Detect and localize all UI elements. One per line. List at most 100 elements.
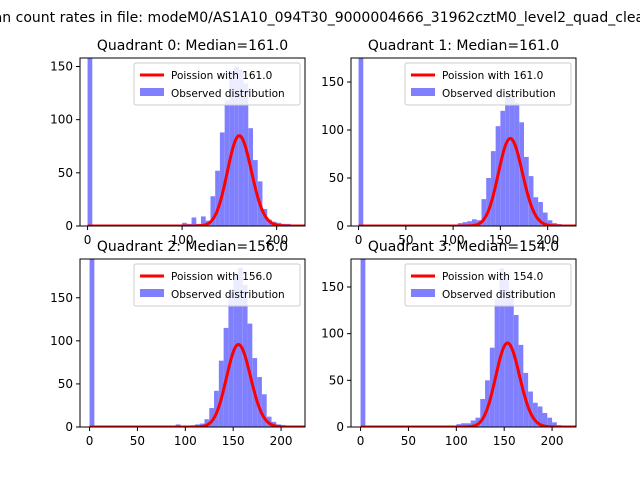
quadrant-2-plot-area — [89, 259, 305, 427]
quadrant-2-xtick-label: 150 — [222, 434, 245, 448]
quadrant-0-bar — [248, 128, 254, 226]
quadrant-3-ytick-label: 0 — [336, 420, 344, 434]
quadrant-0-title: Quadrant 0: Median=161.0 — [97, 38, 288, 54]
quadrant-1-bar — [486, 178, 491, 226]
quadrant-0-ytick-label: 50 — [58, 166, 73, 180]
quadrant-1-bar — [481, 199, 487, 226]
quadrant-3-bar — [465, 423, 471, 427]
quadrant-0-legend-box — [133, 62, 301, 106]
quadrant-0-bar — [224, 100, 230, 226]
quadrant-2-title: Quadrant 2: Median=156.0 — [97, 239, 288, 255]
quadrant-1-ytick-label: 100 — [321, 123, 344, 137]
quadrant-3-ytick-label: 100 — [321, 327, 344, 341]
quadrant-0-xtick-label: 200 — [265, 233, 288, 247]
quadrant-1-ytick-label: 50 — [329, 171, 344, 185]
quadrant-1-bar — [472, 219, 477, 226]
quadrant-2-bar — [257, 377, 262, 427]
quadrant-1-bar — [358, 58, 364, 226]
quadrant-3-title: Quadrant 3: Median=154.0 — [368, 239, 559, 255]
quadrant-3-ytick-label: 50 — [329, 373, 344, 387]
quadrant-0-legend-observed-label: Observed distribution — [171, 88, 285, 100]
quadrant-0-ytick-label: 0 — [65, 219, 73, 233]
quadrant-0-bar — [182, 222, 187, 226]
quadrant-3-bar — [360, 259, 366, 427]
quadrant-2-ytick-label: 100 — [50, 334, 73, 348]
quadrant-0-chart: 0 100 200 0 50 100 150 Quadrant 0: Median=161.0… — [50, 38, 306, 247]
quadrant-1-bar — [538, 202, 543, 226]
quadrant-1-bar — [467, 221, 473, 226]
quadrant-1-legend-poisson-label: Poission with 161.0 — [442, 70, 543, 82]
figure-suptitle: Median count rates in file: modeM0/AS1A1… — [0, 10, 640, 26]
quadrant-3-legend-poisson-label: Poission with 154.0 — [442, 271, 543, 283]
quadrant-2-xtick-label: 0 — [86, 434, 94, 448]
quadrant-0-bar — [191, 217, 197, 226]
quadrant-3-bar — [461, 423, 466, 427]
quadrant-2-legend-observed-swatch — [140, 289, 164, 297]
quadrant-1-legend-observed-label: Observed distribution — [442, 88, 556, 100]
quadrant-3-bar — [532, 402, 538, 427]
quadrant-0-bar — [243, 83, 249, 226]
quadrant-0-ytick-label: 100 — [50, 113, 73, 127]
quadrant-3-bar — [494, 298, 500, 427]
quadrant-3-bar — [470, 420, 476, 427]
quadrant-0-bar — [238, 69, 244, 226]
quadrant-2-chart: 0 50 100 150 200 0 50 100 150 Quadrant 2: Median=… — [50, 239, 306, 448]
quadrant-0-bar — [219, 132, 225, 226]
quadrant-2-bar — [214, 390, 219, 427]
quadrant-0-axes-frame — [79, 57, 306, 227]
quadrant-0-xtick-label: 100 — [171, 233, 194, 247]
quadrant-1-bar — [490, 151, 496, 226]
quadrant-2-ytick-label: 50 — [58, 377, 73, 391]
quadrant-2-bar — [261, 394, 267, 427]
quadrant-2-ytick-label: 0 — [65, 420, 73, 434]
quadrant-1-bar — [462, 222, 468, 226]
quadrant-2-bar — [209, 408, 215, 427]
quadrant-1-xtick-label: 200 — [536, 233, 559, 247]
quadrant-3-bar — [513, 315, 519, 427]
quadrant-1-legend: Poission with 161.0 Observed distribution — [404, 62, 572, 106]
quadrant-0-ytick-label: 150 — [50, 60, 73, 74]
quadrant-1-chart: 0 50 100 150 200 0 50 100 150 Quadrant 1: Median=… — [321, 38, 577, 247]
quadrant-3-legend-observed-swatch — [411, 289, 435, 297]
quadrant-2-xtick-label: 100 — [174, 434, 197, 448]
quadrant-3-xtick-label: 50 — [401, 434, 416, 448]
quadrant-1-bar — [505, 96, 510, 226]
quadrant-0-bar — [201, 216, 206, 226]
quadrant-2-bar — [233, 276, 238, 427]
quadrant-0-bar — [234, 66, 239, 226]
quadrant-1-bar — [547, 220, 553, 226]
quadrant-3-bar — [508, 290, 514, 427]
quadrant-3-bar — [547, 417, 553, 427]
quadrant-1-bar — [500, 110, 506, 226]
quadrant-0-bar — [210, 196, 216, 226]
quadrant-2-xtick-label: 200 — [270, 434, 293, 448]
quadrant-0-xtick-label: 0 — [84, 233, 92, 247]
quadrant-1-bar — [514, 103, 520, 226]
quadrant-3-axes-frame — [350, 258, 577, 428]
quadrant-2-legend: Poission with 156.0 Observed distribution — [133, 263, 301, 307]
quadrant-3-ytick-label: 150 — [321, 280, 344, 294]
quadrant-3-legend-observed-label: Observed distribution — [442, 289, 556, 301]
quadrant-2-axes-frame — [79, 258, 306, 428]
quadrant-3-xtick-label: 100 — [445, 434, 468, 448]
quadrant-2-ytick-label: 150 — [50, 291, 73, 305]
quadrant-2-bar — [204, 419, 210, 427]
quadrant-3-bar — [499, 268, 505, 427]
quadrant-2-xtick-label: 50 — [130, 434, 145, 448]
quadrant-3-bar — [542, 413, 548, 427]
quadrant-2-legend-observed-label: Observed distribution — [171, 289, 285, 301]
quadrant-1-title: Quadrant 1: Median=161.0 — [368, 38, 559, 54]
quadrant-2-bar — [89, 259, 95, 427]
quadrant-0-bar — [87, 58, 93, 226]
quadrant-3-plot-area — [360, 259, 576, 427]
quadrant-1-xtick-label: 100 — [442, 233, 465, 247]
quadrant-1-legend-observed-swatch — [411, 88, 435, 96]
quadrant-0-bar — [215, 170, 220, 226]
quadrant-1-xtick-label: 150 — [489, 233, 512, 247]
quadrant-1-bar — [509, 93, 515, 226]
quadrant-3-legend-box — [404, 263, 572, 307]
quadrant-1-ytick-label: 0 — [336, 219, 344, 233]
quadrant-0-legend-poisson-label: Poission with 161.0 — [171, 70, 272, 82]
quadrant-0-legend-observed-swatch — [140, 88, 164, 96]
